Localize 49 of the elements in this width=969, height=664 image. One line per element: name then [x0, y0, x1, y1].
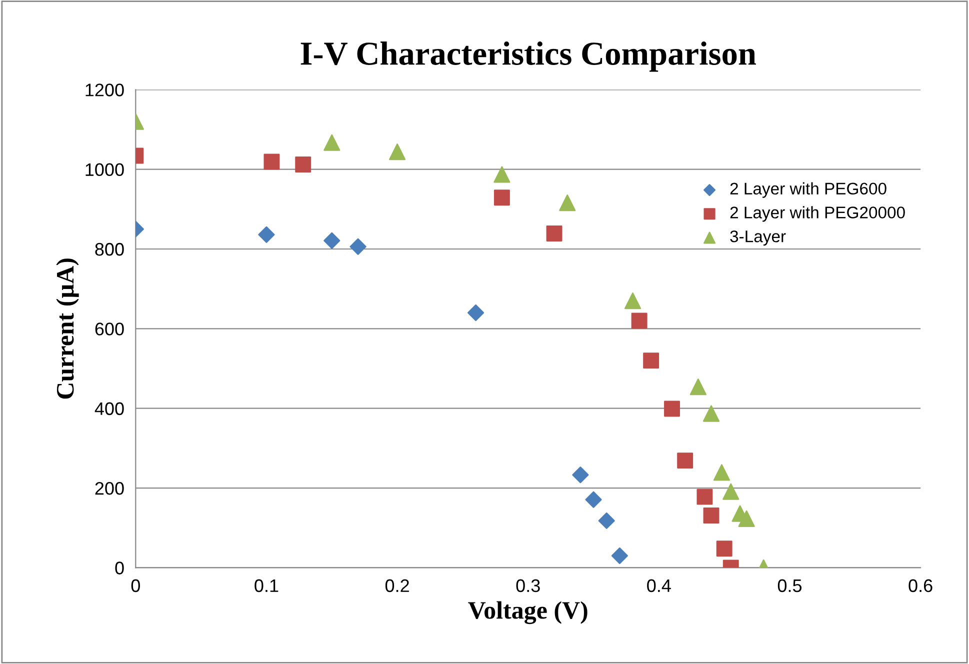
- legend-label: 2 Layer with PEG600: [730, 182, 886, 198]
- point: [559, 194, 576, 212]
- point: [696, 488, 713, 505]
- point: [722, 483, 740, 500]
- y-tick-label: 200: [95, 482, 124, 495]
- point: [494, 190, 510, 206]
- x-tick-label: 0.4: [647, 579, 671, 592]
- point: [258, 226, 275, 243]
- point: [703, 508, 720, 524]
- point: [494, 166, 510, 183]
- legend-label: 2 Layer with PEG20000: [730, 206, 905, 222]
- point: [264, 154, 280, 170]
- x-tick-label: 0: [131, 579, 140, 592]
- y-tick-label: 400: [94, 402, 124, 416]
- x-axis-title: Voltage (V): [468, 601, 588, 624]
- point: [690, 378, 706, 396]
- point: [295, 156, 312, 173]
- y-tick-label: 1200: [86, 84, 124, 96]
- point: [324, 134, 340, 151]
- point: [611, 547, 628, 564]
- point: [388, 143, 406, 160]
- point: [585, 491, 602, 508]
- chart-title: I-V Characteristics Comparison: [300, 42, 756, 72]
- point: [716, 540, 732, 557]
- point: [467, 304, 484, 322]
- point: [324, 232, 340, 249]
- point: [643, 352, 660, 369]
- y-axis-title: Current (µA): [56, 258, 79, 399]
- point: [631, 312, 648, 329]
- x-tick-label: 0.3: [516, 579, 540, 592]
- point: [572, 466, 589, 484]
- legend-label: 3-Layer: [730, 230, 786, 246]
- point: [702, 405, 720, 422]
- point: [677, 452, 694, 469]
- y-tick-label: 800: [95, 242, 124, 256]
- point: [713, 464, 730, 481]
- point: [546, 225, 562, 242]
- y-tick-label: 0: [115, 562, 124, 574]
- x-tick-label: 0.5: [778, 579, 802, 592]
- x-tick-label: 0.2: [385, 579, 409, 592]
- point: [664, 400, 680, 417]
- x-tick-label: 0.6: [908, 579, 932, 592]
- y-tick-label: 600: [95, 322, 124, 336]
- x-tick-label: 0.1: [254, 579, 278, 592]
- point: [624, 292, 642, 310]
- point: [738, 510, 755, 528]
- point: [598, 512, 615, 530]
- y-tick-label: 1000: [86, 163, 124, 176]
- point: [350, 238, 366, 255]
